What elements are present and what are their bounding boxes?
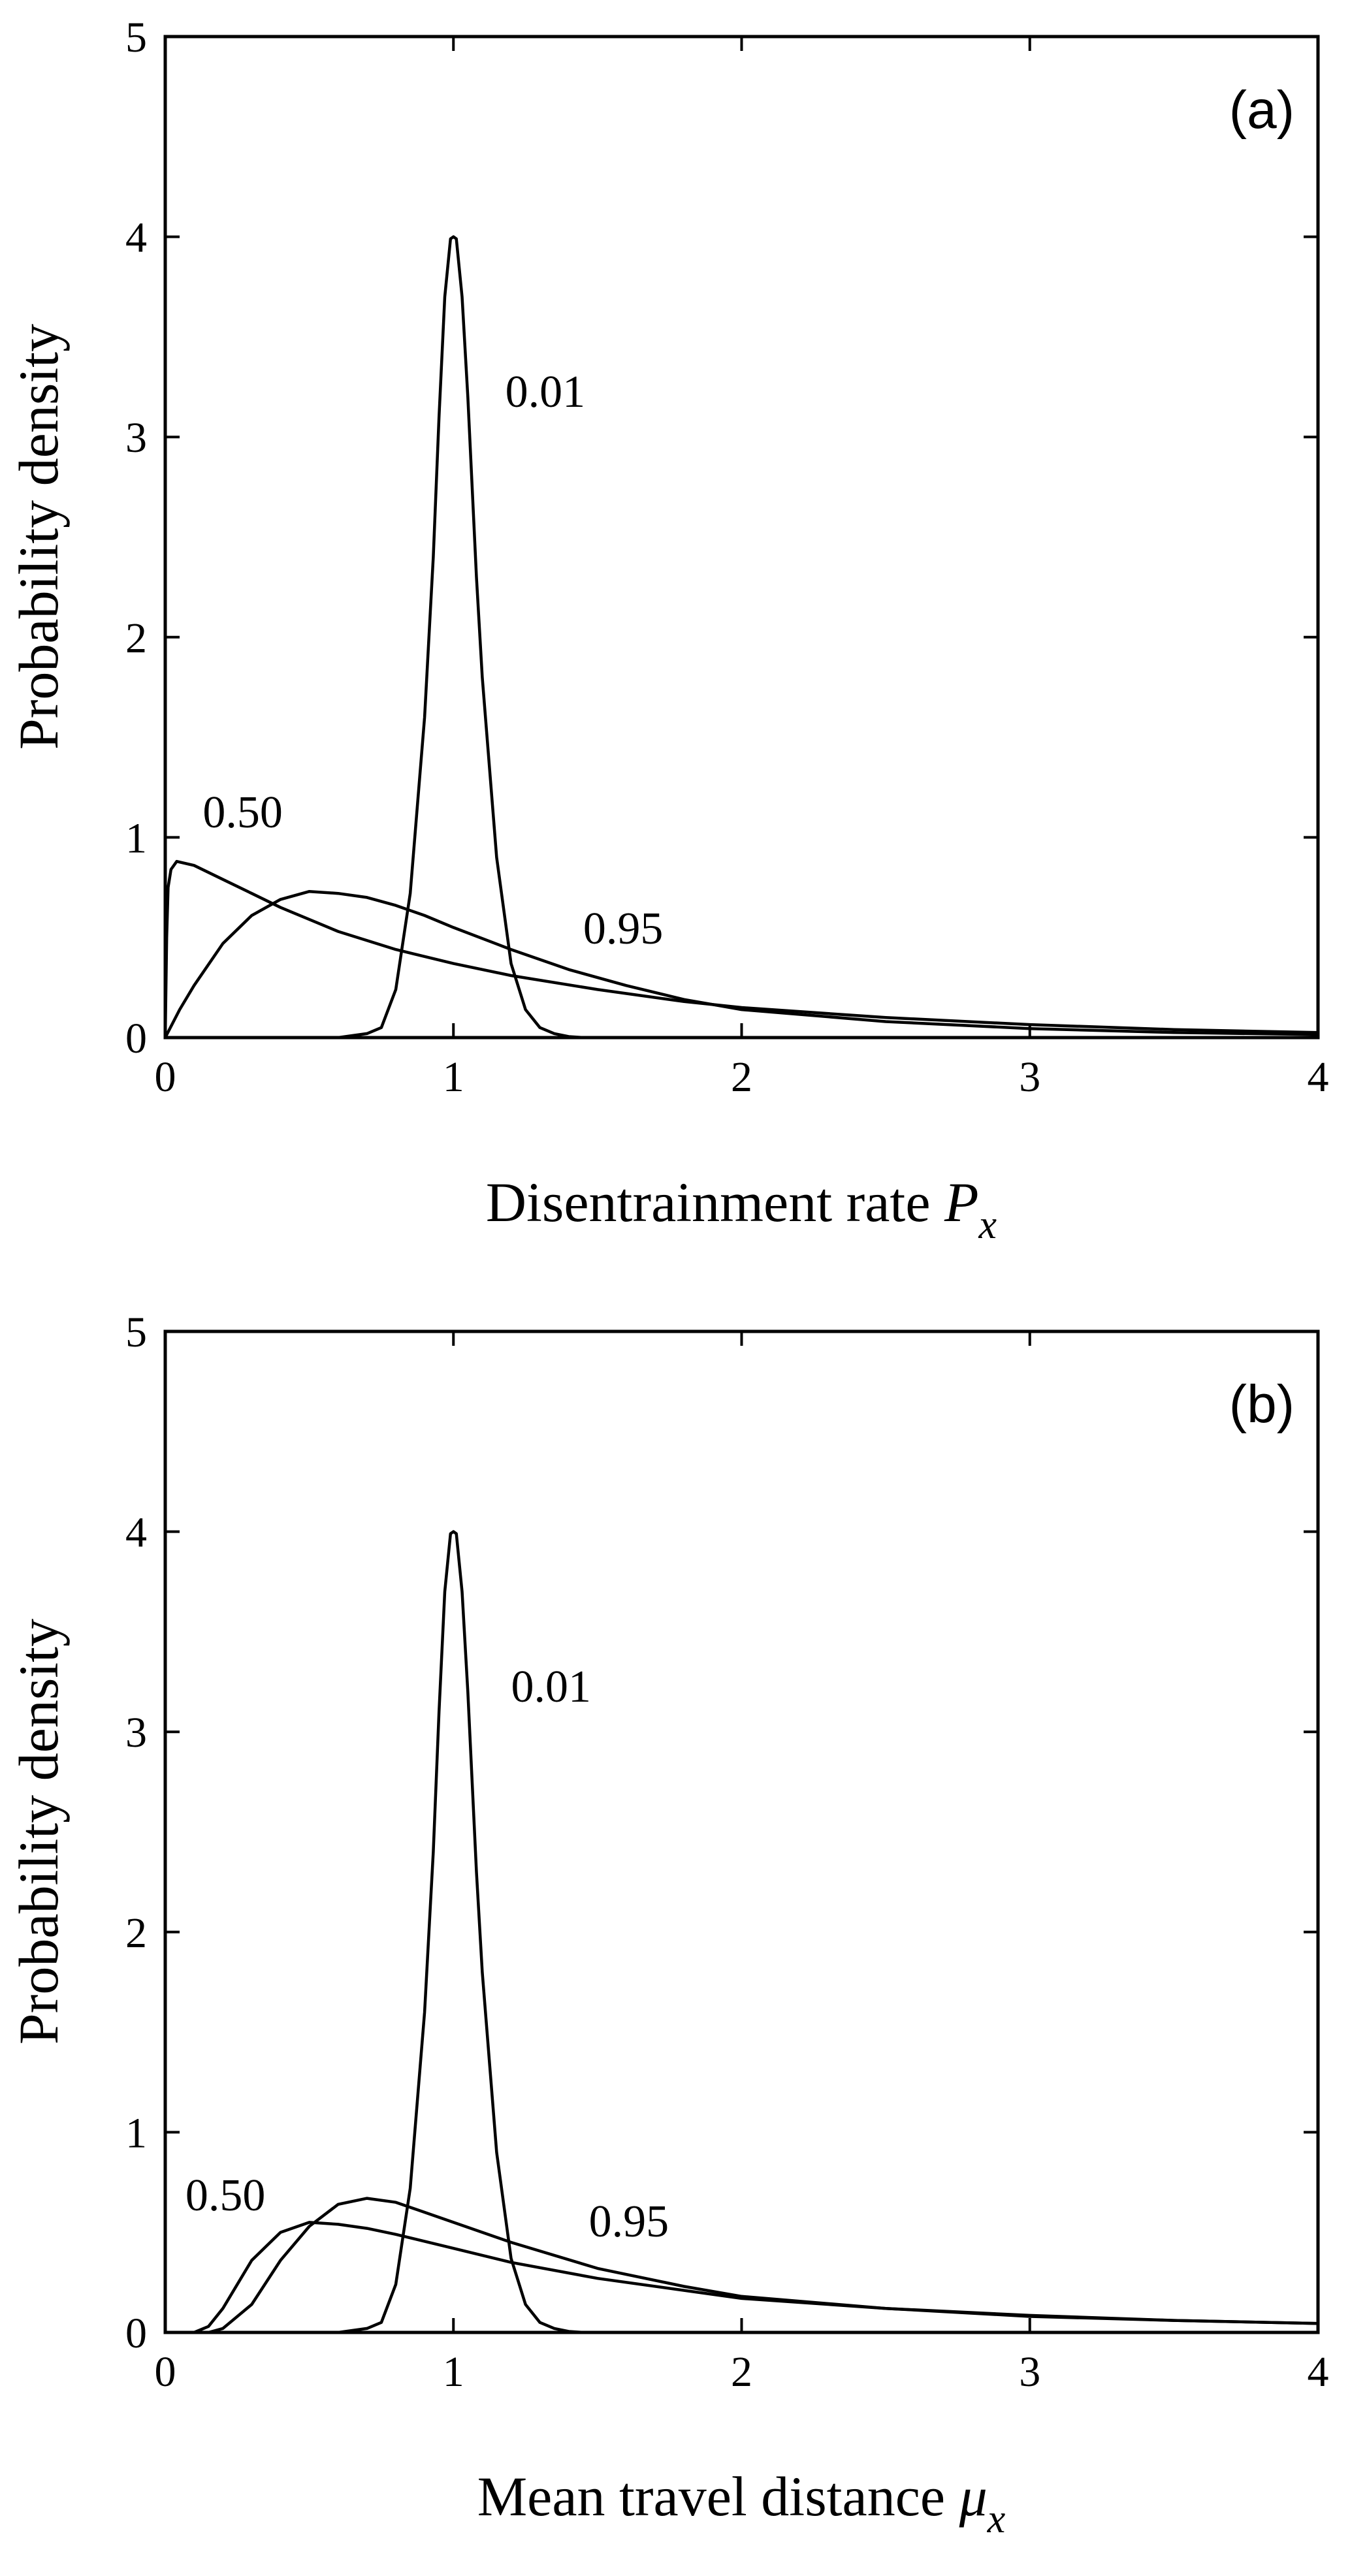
curve-labels: 0.01 0.50 0.95 [202, 367, 663, 954]
x-ticks: 0 1 2 3 4 [155, 1331, 1329, 2396]
x-axis-label-symbol: P [944, 1171, 979, 1233]
x-tick-label: 1 [443, 2348, 464, 2396]
y-tick-label: 1 [125, 2109, 147, 2157]
y-tick-label: 0 [125, 2310, 147, 2357]
x-tick-label: 2 [731, 2348, 752, 2396]
curves [163, 235, 1320, 1040]
curve-label-0.01: 0.01 [511, 1662, 592, 1712]
y-tick-label: 5 [125, 14, 147, 61]
curve-0.95 [163, 2197, 1320, 2334]
plot-frame [163, 35, 1320, 1040]
curve-0.50 [163, 859, 1320, 1040]
x-axis-label-text: Mean travel distance [477, 2465, 945, 2528]
x-axis-label-text: Disentrainment rate [486, 1171, 931, 1233]
y-tick-label: 0 [125, 1015, 147, 1062]
x-tick-label: 4 [1308, 1053, 1329, 1101]
panel-tag: (b) [1229, 1375, 1294, 1434]
x-tick-label: 4 [1308, 2348, 1329, 2396]
curve-label-0.50: 0.50 [202, 787, 283, 838]
curve-label-0.95: 0.95 [589, 2197, 669, 2247]
y-tick-label: 1 [125, 814, 147, 862]
panel-tag: (a) [1229, 80, 1294, 140]
plot-frame [163, 1329, 1320, 2334]
curve-0.01 [163, 1530, 1320, 2334]
curves [163, 1530, 1320, 2334]
x-tick-label: 0 [155, 1053, 176, 1101]
x-axis-label-subscript: x [978, 1203, 997, 1247]
y-tick-label: 5 [125, 1309, 147, 1356]
y-tick-label: 4 [125, 214, 147, 262]
y-tick-label: 3 [125, 414, 147, 462]
y-tick-label: 2 [125, 1909, 147, 1957]
y-ticks: 0 1 2 3 4 5 [125, 1309, 1318, 2357]
curve-label-0.95: 0.95 [583, 904, 664, 954]
panel-a: 0 1 2 3 4 0 1 2 3 4 5 0.01 0.50 0.95 (a) Probabilit… [7, 14, 1329, 1247]
y-ticks: 0 1 2 3 4 5 [125, 14, 1318, 1062]
x-tick-label: 3 [1019, 1053, 1040, 1101]
x-axis-label-subscript: x [987, 2497, 1006, 2541]
panel-b: 0 1 2 3 4 0 1 2 3 4 5 0.01 0.50 0.95 (b) Probabilit… [7, 1309, 1329, 2541]
x-tick-label: 3 [1019, 2348, 1040, 2396]
y-tick-label: 4 [125, 1509, 147, 1557]
curve-0.01 [163, 235, 1320, 1040]
x-tick-label: 0 [155, 2348, 176, 2396]
curve-0.50 [163, 2221, 1320, 2334]
y-axis-label: Probability density [7, 324, 70, 750]
curve-label-0.01: 0.01 [506, 367, 586, 417]
x-tick-label: 2 [731, 1053, 752, 1101]
y-axis-label: Probability density [7, 1619, 70, 2044]
y-tick-label: 2 [125, 614, 147, 662]
curve-0.95 [163, 889, 1320, 1040]
x-axis-label: Disentrainment rate Px [486, 1171, 997, 1247]
curve-labels: 0.01 0.50 0.95 [185, 1662, 669, 2247]
y-tick-label: 3 [125, 1709, 147, 1757]
x-tick-label: 1 [443, 1053, 464, 1101]
x-axis-label: Mean travel distance μx [477, 2465, 1006, 2541]
curve-label-0.50: 0.50 [185, 2171, 266, 2221]
x-axis-label-symbol: μ [959, 2465, 988, 2528]
x-ticks: 0 1 2 3 4 [155, 37, 1329, 1101]
